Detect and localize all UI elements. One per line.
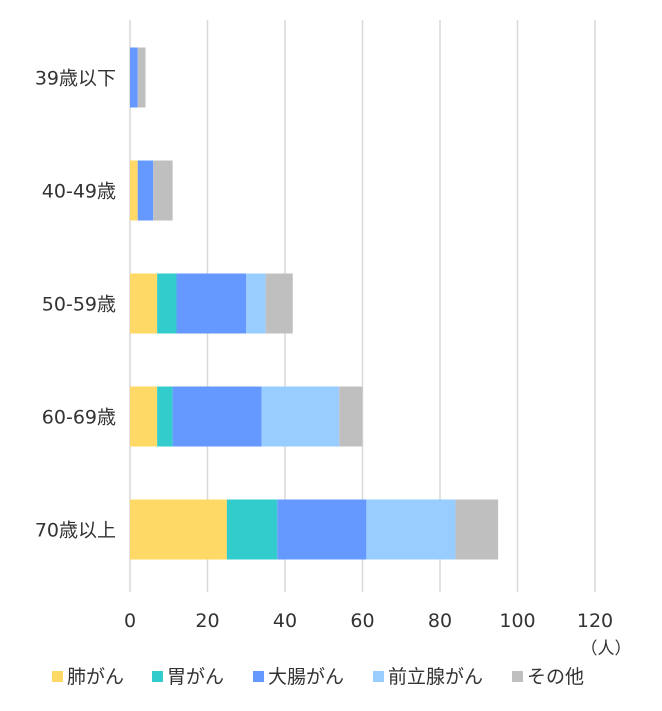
bar-segment xyxy=(130,160,138,221)
bar-segment xyxy=(137,47,146,108)
legend-label: 肺がん xyxy=(67,666,124,688)
legend-swatch xyxy=(512,671,523,682)
legend-swatch xyxy=(373,671,384,682)
legend: 肺がん 胃がん 大腸がん 前立腺がん その他 xyxy=(52,666,584,688)
bars xyxy=(130,47,499,560)
category-label: 60-69歳 xyxy=(42,407,116,429)
x-tick-label: 0 xyxy=(124,610,136,632)
category-label: 50-59歳 xyxy=(42,294,116,316)
x-tick-label: 80 xyxy=(428,610,452,632)
bar-segment xyxy=(261,386,340,447)
legend-swatch xyxy=(152,671,163,682)
legend-item: 前立腺がん xyxy=(373,666,483,688)
bar-segment xyxy=(176,273,247,334)
category-label: 70歳以上 xyxy=(35,520,116,542)
bar-segment xyxy=(130,386,158,447)
bar-segment xyxy=(277,499,367,560)
bar-segment xyxy=(265,273,293,334)
legend-item: その他 xyxy=(512,666,584,688)
legend-swatch xyxy=(52,671,63,682)
category-label: 39歳以下 xyxy=(35,68,116,90)
x-tick-label: 40 xyxy=(273,610,297,632)
legend-label: 大腸がん xyxy=(268,666,344,688)
legend-item: 胃がん xyxy=(152,666,224,688)
bar-segment xyxy=(130,499,227,560)
legend-swatch xyxy=(253,671,264,682)
x-tick-label: 120 xyxy=(577,610,613,632)
legend-item: 大腸がん xyxy=(253,666,344,688)
bar-segment xyxy=(157,386,173,447)
bar-segment xyxy=(226,499,278,560)
category-label: 40-49歳 xyxy=(42,181,116,203)
bar-segment xyxy=(455,499,499,560)
x-tick-labels: 0 20 40 60 80 100 120 xyxy=(124,610,613,632)
unit-label: （人） xyxy=(581,639,632,659)
bar-segment xyxy=(246,273,266,334)
legend-label: 胃がん xyxy=(167,666,224,688)
bar-segment xyxy=(130,47,138,108)
legend-label: 前立腺がん xyxy=(388,666,483,688)
legend-label: その他 xyxy=(527,666,584,688)
legend-item: 肺がん xyxy=(52,666,124,688)
x-tick-label: 100 xyxy=(499,610,535,632)
bar-segment xyxy=(172,386,262,447)
x-tick-label: 20 xyxy=(195,610,219,632)
category-labels: 39歳以下 40-49歳 50-59歳 60-69歳 70歳以上 xyxy=(35,68,116,542)
bar-segment xyxy=(339,386,363,447)
x-tick-label: 60 xyxy=(350,610,374,632)
bar-segment xyxy=(130,273,158,334)
bar-segment xyxy=(153,160,173,221)
bar-segment xyxy=(157,273,177,334)
bar-segment xyxy=(137,160,154,221)
bar-segment xyxy=(366,499,456,560)
